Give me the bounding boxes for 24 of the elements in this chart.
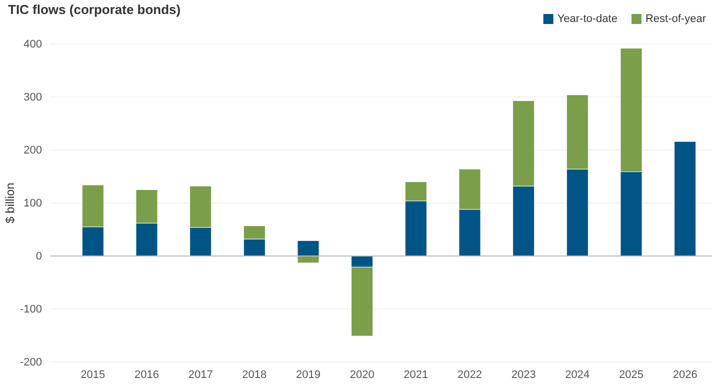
x-tick-label: 2022: [458, 368, 482, 381]
legend-label: Year-to-date: [557, 13, 618, 25]
y-tick-label: 100: [24, 198, 42, 210]
legend-label: Rest-of-year: [645, 13, 706, 25]
y-tick-label: -100: [20, 304, 42, 316]
x-tick-label: 2019: [296, 368, 320, 381]
x-tick-label: 2015: [80, 368, 106, 381]
x-tick-label: 2018: [242, 368, 267, 381]
x-tick-label: 2023: [511, 368, 536, 381]
y-tick-label: 200: [24, 144, 42, 157]
x-tick-label: 2026: [672, 368, 698, 381]
y-tick-label: 300: [24, 92, 42, 104]
y-tick-label: 400: [24, 38, 42, 51]
chart-title: TIC flows (corporate bonds): [8, 2, 181, 17]
x-tick-label: 2016: [134, 368, 159, 381]
x-tick-label: 2021: [404, 368, 428, 381]
bar: [674, 141, 696, 256]
x-tick-label: 2020: [350, 368, 374, 381]
y-tick-label: 0: [36, 250, 42, 263]
x-tick-label: 2024: [565, 368, 590, 381]
x-tick-label: 2025: [619, 368, 644, 381]
y-tick-label: -200: [20, 356, 42, 369]
x-tick-label: 2017: [188, 368, 213, 381]
y-axis-title: $ billion: [3, 182, 17, 224]
